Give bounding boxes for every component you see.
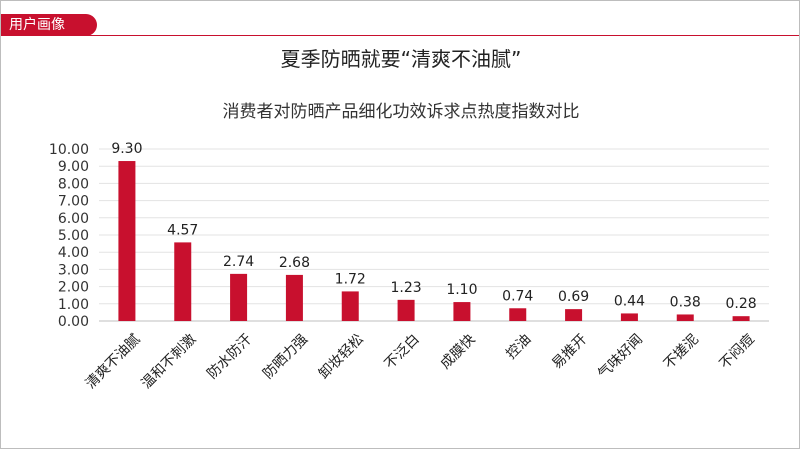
bar bbox=[676, 314, 694, 321]
x-tick-label: 控油 bbox=[503, 331, 534, 362]
bar bbox=[509, 308, 527, 321]
section-tag: 用户画像 bbox=[1, 14, 97, 36]
bar bbox=[230, 273, 248, 321]
y-tick-label: 5.00 bbox=[58, 228, 89, 244]
data-label: 0.38 bbox=[670, 294, 701, 310]
y-tick-label: 10.00 bbox=[49, 142, 89, 158]
bar bbox=[732, 316, 750, 321]
x-tick-label: 成膜快 bbox=[438, 331, 479, 372]
y-tick-label: 9.00 bbox=[58, 159, 89, 175]
data-label: 1.72 bbox=[335, 271, 366, 287]
x-tick-label: 易推开 bbox=[549, 331, 590, 372]
y-tick-label: 7.00 bbox=[58, 194, 89, 210]
y-tick-label: 6.00 bbox=[58, 211, 89, 227]
x-tick-label: 防水防汗 bbox=[204, 331, 255, 382]
data-label: 2.68 bbox=[279, 255, 310, 271]
y-tick-label: 1.00 bbox=[58, 297, 89, 313]
x-tick-label: 温和不刺激 bbox=[138, 331, 200, 393]
bar bbox=[453, 302, 471, 321]
data-label: 0.69 bbox=[558, 289, 589, 305]
y-tick-label: 4.00 bbox=[58, 245, 89, 261]
x-tick-label: 卸妆轻松 bbox=[316, 331, 367, 382]
chart-title: 消费者对防晒产品细化功效诉求点热度指数对比 bbox=[222, 102, 580, 122]
data-label: 0.28 bbox=[725, 296, 756, 312]
data-label: 1.23 bbox=[390, 280, 421, 296]
bar bbox=[341, 291, 359, 321]
data-label: 4.57 bbox=[167, 222, 198, 238]
x-tick-label: 清爽不油腻 bbox=[83, 331, 144, 392]
data-label: 0.74 bbox=[502, 288, 533, 304]
tag-underline bbox=[1, 35, 799, 36]
bar bbox=[565, 309, 583, 321]
bar bbox=[174, 242, 192, 321]
y-tick-label: 2.00 bbox=[58, 280, 89, 296]
data-label: 9.30 bbox=[111, 141, 142, 157]
y-tick-label: 0.00 bbox=[58, 314, 89, 330]
bar bbox=[285, 274, 303, 321]
data-label: 2.74 bbox=[223, 254, 254, 270]
bar bbox=[620, 313, 638, 321]
bar bbox=[397, 299, 415, 321]
data-label: 0.44 bbox=[614, 293, 645, 309]
page-title: 夏季防晒就要“清爽不油腻” bbox=[280, 47, 522, 71]
x-tick-label: 不泛白 bbox=[382, 331, 423, 372]
y-tick-label: 8.00 bbox=[58, 176, 89, 192]
y-tick-label: 3.00 bbox=[58, 262, 89, 278]
x-tick-label: 不闷痘 bbox=[717, 331, 758, 372]
x-tick-label: 气味好闻 bbox=[595, 331, 646, 382]
x-tick-label: 不搓泥 bbox=[661, 331, 702, 372]
x-tick-label: 防晒力强 bbox=[260, 331, 311, 382]
data-label: 1.10 bbox=[446, 282, 477, 298]
bar bbox=[118, 161, 136, 321]
